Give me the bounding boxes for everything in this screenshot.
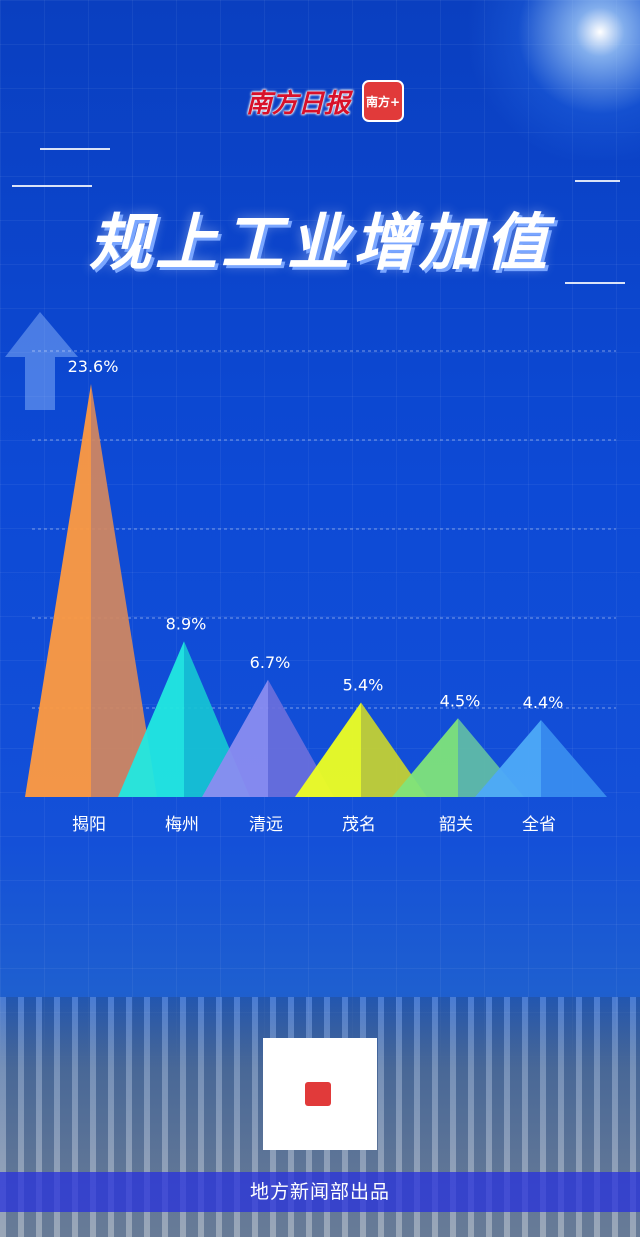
data-label: 23.6% <box>68 357 119 376</box>
bar-triangle-left <box>118 641 184 797</box>
brand-logo: 南方日报 <box>246 88 351 119</box>
bar-triangle-left <box>202 679 268 797</box>
up-arrow-icon <box>5 312 78 410</box>
category-label: 梅州 <box>165 815 199 835</box>
category-label: 揭阳 <box>72 815 106 835</box>
page-title: 规上工业增加值 <box>88 206 551 279</box>
decor-line <box>40 148 110 150</box>
credit-banner: 地方新闻部出品 <box>0 1172 640 1212</box>
data-label: 8.9% <box>166 614 207 633</box>
bar-triangle-right <box>361 702 427 797</box>
bar-triangle-left <box>25 384 91 797</box>
bar-triangle-left <box>475 720 541 797</box>
category-label: 韶关 <box>439 815 473 835</box>
triangle-bar-chart: 23.6% 揭阳 8.9% 梅州 6.7% 清远 5.4% 茂名 4.5% 韶关 4.4% 全省 <box>5 312 607 835</box>
data-label: 4.4% <box>523 693 564 712</box>
data-label: 5.4% <box>343 676 384 695</box>
bar-triangle-right <box>91 384 157 797</box>
category-label: 茂名 <box>342 815 376 835</box>
data-label: 4.5% <box>440 691 481 710</box>
decor-line <box>575 180 620 182</box>
sun-glow <box>440 0 640 160</box>
app-logo: 南方+ <box>362 80 405 122</box>
category-label: 全省 <box>522 815 556 835</box>
qr-center-logo <box>305 1082 331 1106</box>
bar-triangle-left <box>295 702 361 797</box>
bar-triangle-right <box>541 720 607 797</box>
category-label: 清远 <box>249 815 283 835</box>
decor-line <box>12 185 92 187</box>
brand-header: 南方日报 南方+ <box>246 80 405 122</box>
bar-triangle-left <box>392 718 458 797</box>
data-label: 6.7% <box>250 653 291 672</box>
decor-line <box>565 282 625 284</box>
